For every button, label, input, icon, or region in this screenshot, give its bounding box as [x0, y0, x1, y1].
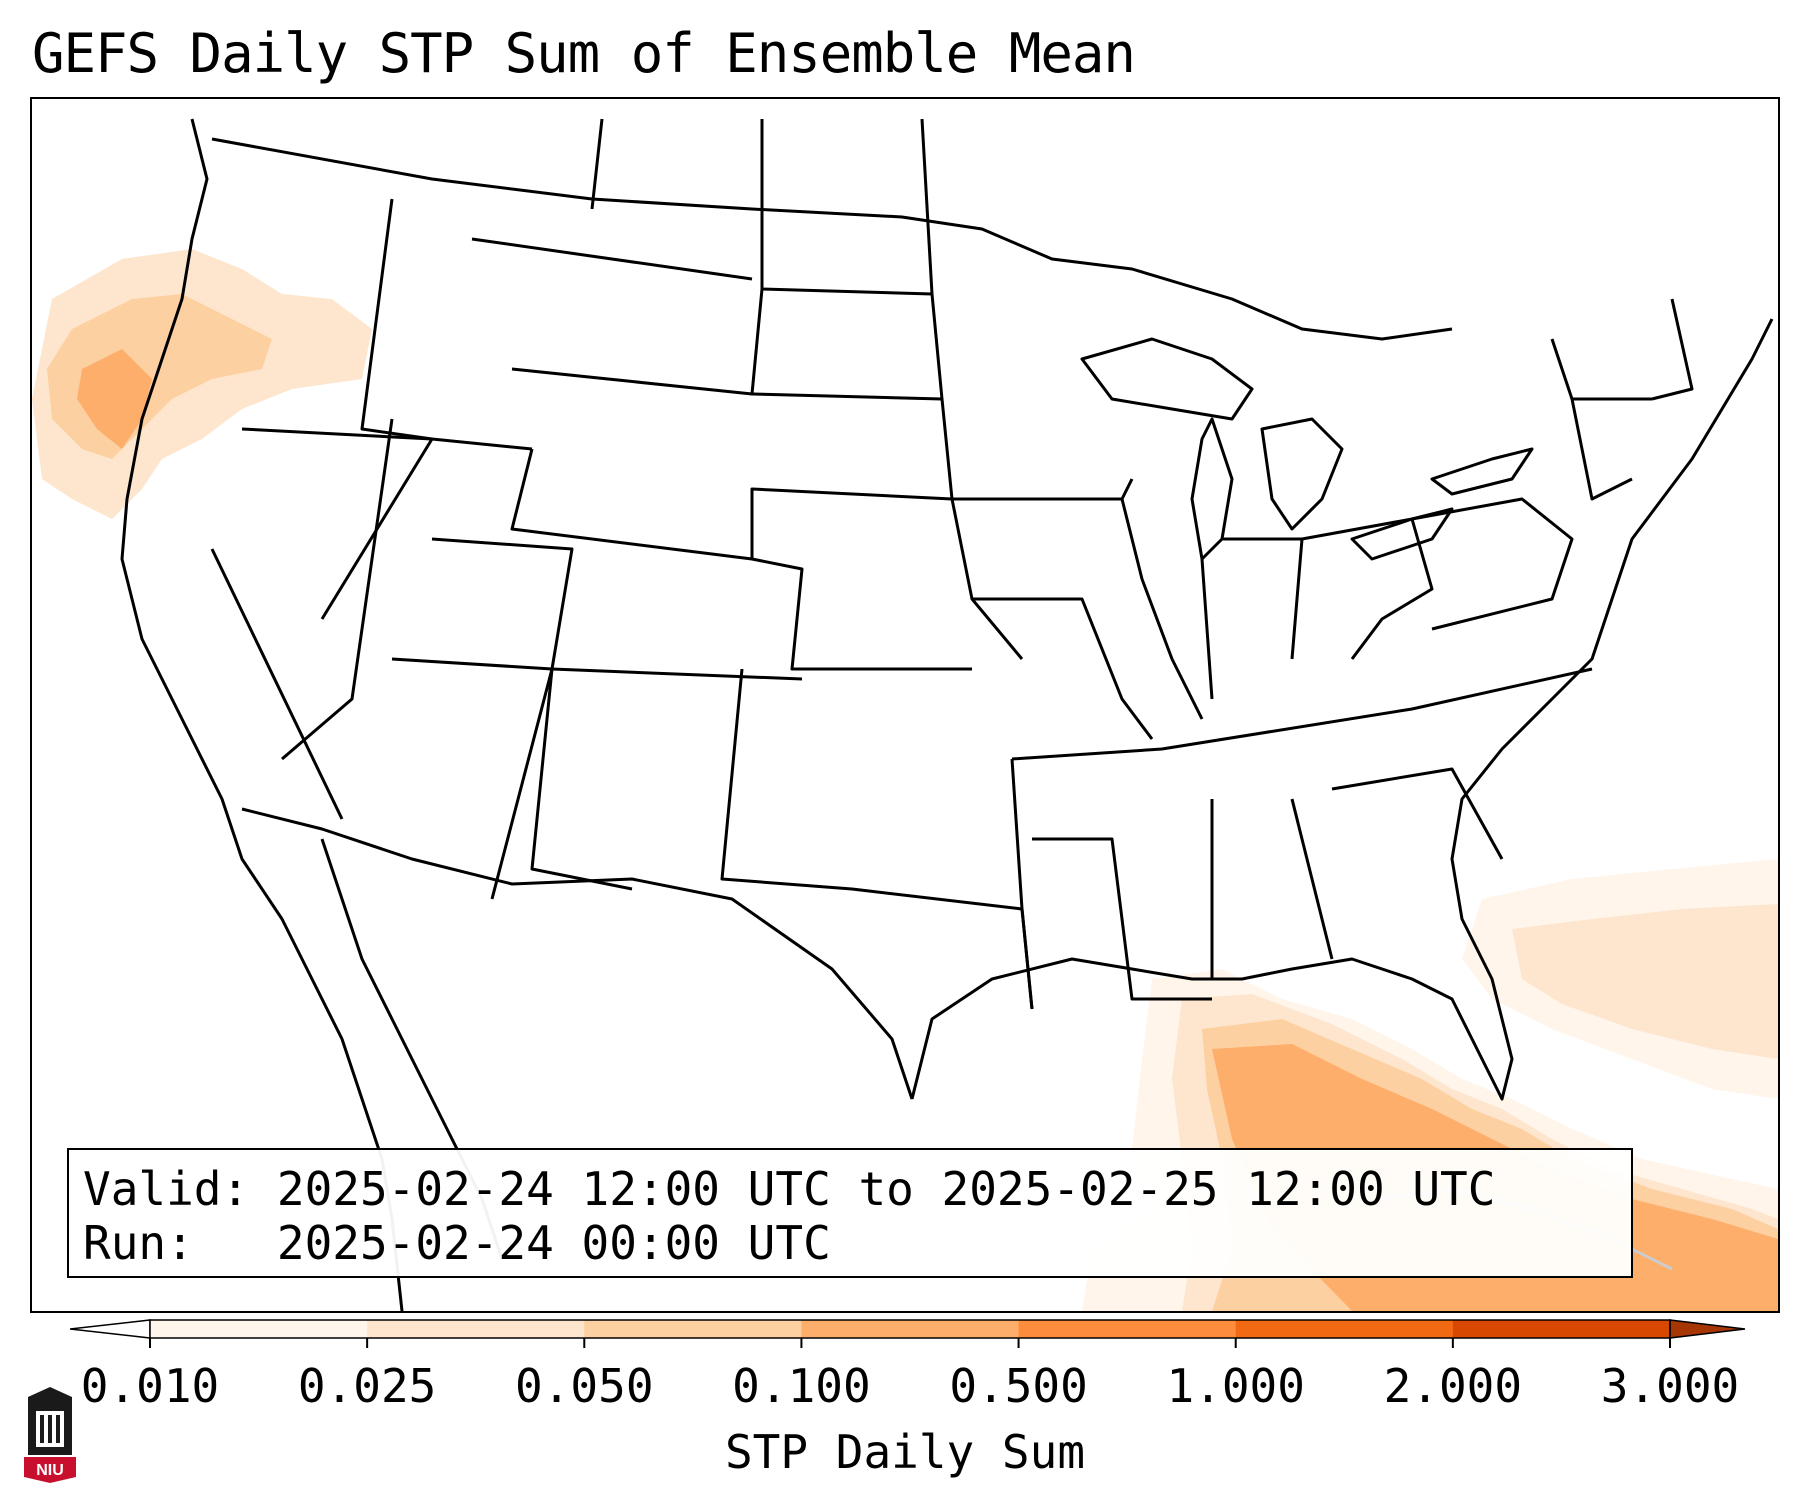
- colorbar-tick-label: 2.000: [1383, 1359, 1523, 1413]
- niu-logo-icon: NIU: [24, 1387, 76, 1483]
- colorbar-tick-label: 0.010: [80, 1359, 220, 1413]
- colorbar-segment: [1235, 1320, 1454, 1338]
- colorbar-segment: [150, 1320, 368, 1338]
- colorbar-tick-label: 0.025: [297, 1359, 437, 1413]
- shading-atlantic: [1462, 859, 1778, 1099]
- shading-pacific-northwest: [32, 249, 372, 519]
- valid-label: Valid:: [83, 1162, 250, 1216]
- colorbar-segment: [367, 1320, 585, 1338]
- run-line: Run: 2025-02-24 00:00 UTC: [83, 1216, 1631, 1270]
- map-svg: [32, 118, 1778, 1311]
- map-title: GEFS Daily STP Sum of Ensemble Mean: [32, 22, 1136, 85]
- colorbar: [70, 1319, 1746, 1348]
- colorbar-segment: [1018, 1320, 1237, 1338]
- colorbar-tick-label: 1.000: [1166, 1359, 1305, 1413]
- colorbar-tick-label: 0.050: [515, 1359, 654, 1413]
- colorbar-outline: [149, 1319, 1671, 1339]
- colorbar-segment: [584, 1320, 802, 1338]
- colorbar-tick-label: 3.000: [1600, 1359, 1740, 1413]
- valid-run-box: Valid: 2025-02-24 12:00 UTC to 2025-02-2…: [67, 1148, 1633, 1278]
- colorbar-tick-label: 0.500: [949, 1359, 1088, 1413]
- colorbar-extend-min: [70, 1319, 151, 1339]
- colorbar-label: STP Daily Sum: [724, 1425, 1086, 1479]
- run-label: Run:: [83, 1216, 194, 1270]
- valid-value: 2025-02-24 12:00 UTC to 2025-02-25 12:00…: [276, 1162, 1496, 1216]
- colorbar-segment: [801, 1320, 1020, 1338]
- logo-text: NIU: [36, 1462, 64, 1479]
- colorbar-segment: [1452, 1320, 1671, 1338]
- valid-line: Valid: 2025-02-24 12:00 UTC to 2025-02-2…: [83, 1162, 1631, 1216]
- run-value: 2025-02-24 00:00 UTC: [276, 1216, 831, 1270]
- colorbar-segments: [70, 1319, 1746, 1348]
- colorbar-tick-label: 0.100: [732, 1359, 871, 1413]
- colorbar-extend-max: [1669, 1319, 1746, 1339]
- map-panel[interactable]: [30, 97, 1780, 1313]
